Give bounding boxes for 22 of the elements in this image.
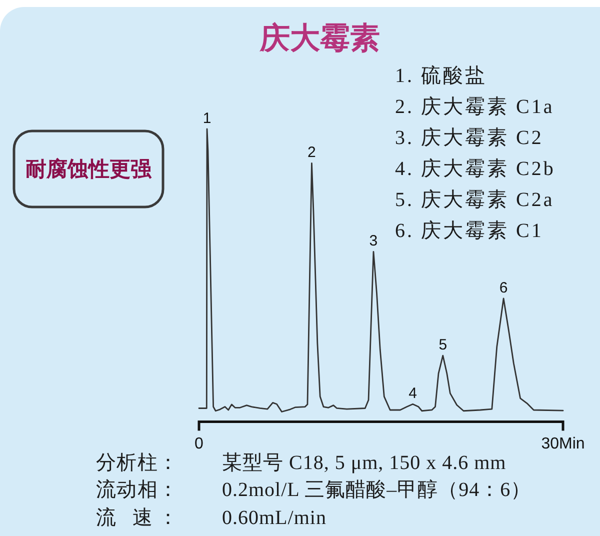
peak-label: 2 (308, 144, 316, 162)
peak-label: 1 (202, 110, 212, 127)
peak-name-label: 6. 庆大霉素 C1 (395, 220, 544, 242)
note-label: 耐腐蚀性更强 (26, 157, 152, 181)
peak-name-label: 5. 庆大霉素 C2a (395, 189, 554, 211)
condition-label: 流动相： (96, 479, 178, 501)
condition-label: 流 速： (96, 507, 178, 529)
peak-name-label: 3. 庆大霉素 C2 (395, 127, 544, 149)
condition-label: 分析柱： (96, 452, 178, 474)
peak-label: 3 (369, 232, 378, 250)
condition-label: 0.60mL/min (222, 507, 326, 529)
condition-label: 某型号 C18, 5 μm, 150 x 4.6 mm (222, 452, 506, 474)
peak-label: 5 (438, 336, 448, 354)
peak-label: 6 (499, 279, 508, 296)
condition-label: 0.2mol/L 三氟醋酸–甲醇（94：6） (222, 479, 532, 501)
peak-name-label: 1. 硫酸盐 (395, 65, 487, 87)
x-tick-label: 30Min (541, 436, 585, 453)
peak-name-label: 4. 庆大霉素 C2b (395, 158, 556, 180)
x-tick-label: 0 (194, 436, 204, 453)
title: 庆大霉素 (260, 22, 380, 55)
peak-label: 4 (408, 385, 417, 402)
peak-name-label: 2. 庆大霉素 C1a (395, 96, 554, 118)
